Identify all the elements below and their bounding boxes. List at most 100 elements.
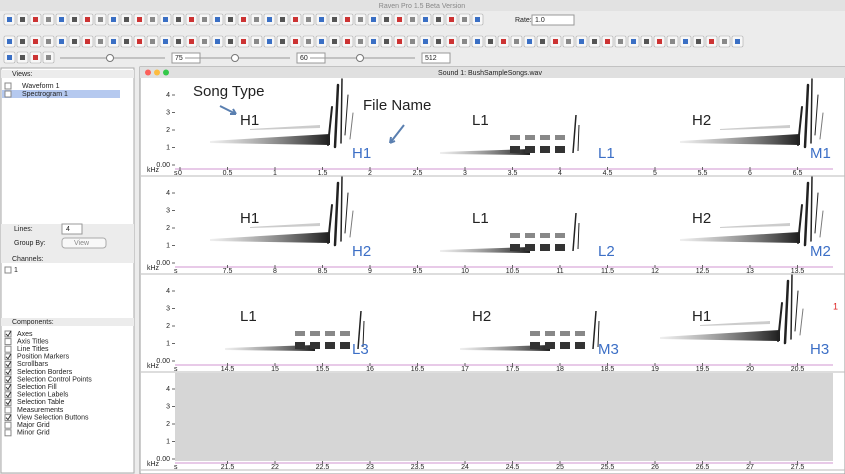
lines-input[interactable] (62, 224, 82, 234)
slider-thumb[interactable] (107, 55, 114, 62)
x-tick-label: 16.5 (411, 366, 425, 373)
component-checkbox[interactable] (5, 346, 11, 352)
toolbar-icon (7, 39, 12, 44)
component-checkbox[interactable] (5, 339, 11, 345)
x-tick-label: 20 (746, 366, 754, 373)
toolbar-icon (20, 55, 25, 60)
slider-value: 512 (425, 55, 437, 62)
toolbar-icon (475, 17, 480, 22)
x-tick-label: 17 (461, 366, 469, 373)
toolbar-icon (397, 39, 402, 44)
song-type-annotation: Song Type (193, 83, 264, 100)
x-tick-label: 3 (463, 170, 467, 177)
x-tick-label: 19.5 (696, 366, 710, 373)
channel-checkbox[interactable] (5, 267, 11, 273)
y-tick-label: 1 (166, 340, 170, 347)
zoom-button[interactable] (163, 70, 169, 76)
toolbar-icon (722, 39, 727, 44)
x-tick-label: 5 (653, 170, 657, 177)
x-tick-label: 17.5 (506, 366, 520, 373)
toolbar-icon (670, 39, 675, 44)
toolbar-icon (228, 17, 233, 22)
close-button[interactable] (145, 70, 151, 76)
view-checkbox[interactable] (5, 83, 11, 89)
toolbar-icon (358, 17, 363, 22)
x-tick-label: 6 (748, 170, 752, 177)
slider-value: 60 (300, 55, 308, 62)
component-item: Axes (17, 331, 33, 338)
x-tick-label: 21.5 (221, 464, 235, 471)
x-unit: s (174, 268, 178, 275)
x-tick-label: 1 (273, 170, 277, 177)
toolbar-icon (150, 39, 155, 44)
component-item: Position Markers (17, 354, 70, 361)
x-tick-label: 2 (368, 170, 372, 177)
y-tick-label: 2 (166, 127, 170, 134)
toolbar-icon (709, 39, 714, 44)
x-tick-label: 0.5 (223, 170, 233, 177)
components-title: Components: (12, 319, 54, 326)
toolbar-icon (449, 17, 454, 22)
toolbar-icon (293, 39, 298, 44)
view-item[interactable]: Waveform 1 (22, 83, 60, 90)
toolbar-icon (267, 17, 272, 22)
component-item: Scrollbars (17, 361, 49, 368)
slider-thumb[interactable] (357, 55, 364, 62)
file-name-label: L3 (352, 341, 369, 358)
toolbar-icon (683, 39, 688, 44)
component-checkbox[interactable] (5, 422, 11, 428)
toolbar-icon (644, 39, 649, 44)
toolbar-icon (176, 17, 181, 22)
toolbar-icon (7, 17, 12, 22)
component-item: Selection Control Points (17, 376, 92, 383)
toolbar-icon (410, 17, 415, 22)
file-name-label: H3 (810, 341, 829, 358)
toolbar-icon (254, 39, 259, 44)
y-tick-label: 4 (166, 92, 170, 99)
slider-thumb[interactable] (232, 55, 239, 62)
toolbar-icon (33, 55, 38, 60)
toolbar-icon (202, 17, 207, 22)
toolbar-icon (293, 17, 298, 22)
component-checkbox[interactable] (5, 407, 11, 413)
toolbar-icon (111, 39, 116, 44)
x-tick-label: 24 (461, 464, 469, 471)
minimize-button[interactable] (154, 70, 160, 76)
app-title: Raven Pro 1.5 Beta Version (379, 3, 465, 10)
x-tick-label: 13 (746, 268, 754, 275)
y-tick-label: 2 (166, 421, 170, 428)
toolbar-icon (579, 39, 584, 44)
toolbar-icon (189, 39, 194, 44)
component-item: Minor Grid (17, 430, 50, 437)
song-type-label: L1 (472, 112, 489, 129)
component-item: Measurements (17, 407, 64, 414)
toolbar-icon (280, 17, 285, 22)
toolbar-icon (514, 39, 519, 44)
y-unit: kHz (147, 167, 160, 174)
component-item: Line Titles (17, 346, 49, 353)
y-tick-label: 2 (166, 323, 170, 330)
song-type-label: H2 (472, 308, 491, 325)
toolbar-icon (410, 39, 415, 44)
view-checkbox[interactable] (5, 91, 11, 97)
component-checkbox[interactable] (5, 430, 11, 436)
toolbar-icon (124, 17, 129, 22)
toolbar-icon (605, 39, 610, 44)
x-tick-label: 10 (461, 268, 469, 275)
toolbar-icon (423, 17, 428, 22)
toolbar-icon (215, 39, 220, 44)
x-tick-label: 11 (556, 268, 563, 275)
x-unit: s (174, 464, 178, 471)
y-unit: kHz (147, 265, 160, 272)
lines-label: Lines: (14, 226, 33, 233)
toolbar-icon (566, 39, 571, 44)
toolbar-icon (46, 55, 51, 60)
toolbar-icon (241, 17, 246, 22)
toolbar-icon (371, 17, 376, 22)
view-item[interactable]: Spectrogram 1 (22, 91, 68, 98)
toolbar-icon (306, 39, 311, 44)
component-item: Axis Titles (17, 338, 49, 345)
song-type-label: H1 (692, 308, 711, 325)
group-by-value: View (74, 240, 90, 247)
x-tick-label: 6.5 (793, 170, 803, 177)
